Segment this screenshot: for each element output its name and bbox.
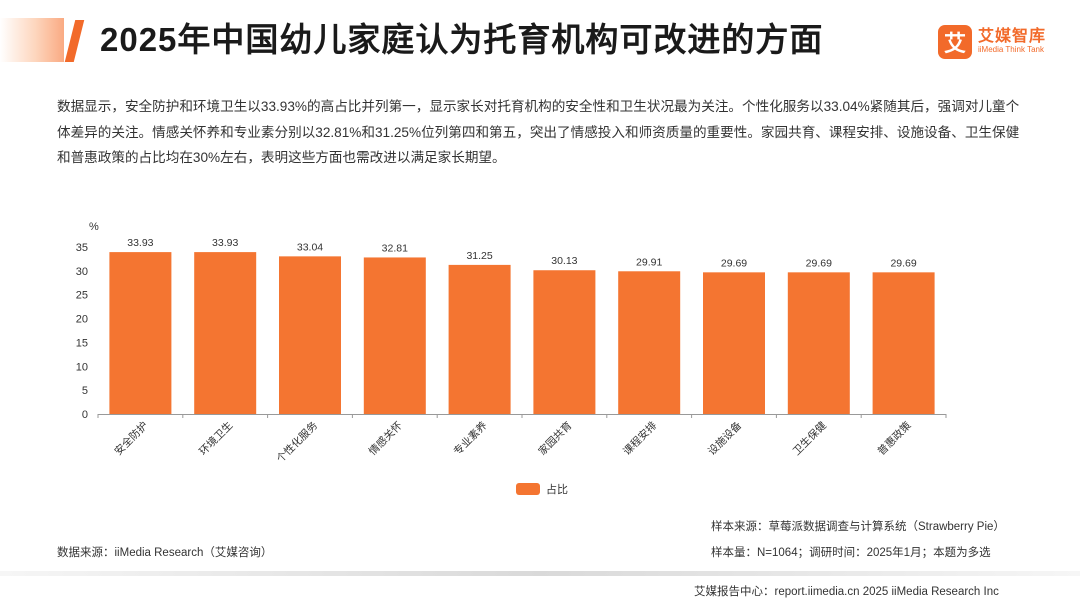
bar <box>194 252 257 414</box>
x-tick-label: 家园共育 <box>536 419 575 458</box>
bar <box>533 270 596 414</box>
data-label: 33.93 <box>127 237 153 249</box>
x-tick-label: 卫生保健 <box>790 419 829 458</box>
sample-size: 样本量：N=1064；调研时间：2025年1月；本题为多选 <box>711 547 991 559</box>
data-label: 30.13 <box>551 255 577 267</box>
x-tick-label: 普惠政策 <box>875 419 914 458</box>
y-tick-label: 15 <box>76 337 88 349</box>
x-tick-label: 安全防护 <box>112 419 151 458</box>
page-title: 2025年中国幼儿家庭认为托育机构可改进的方面 <box>100 21 824 58</box>
bar <box>872 272 935 414</box>
data-label: 31.25 <box>466 250 492 262</box>
y-tick-label: 0 <box>82 409 88 421</box>
data-label: 29.91 <box>636 256 662 268</box>
x-tick-label: 设施设备 <box>705 419 744 458</box>
y-tick-label: 20 <box>76 314 88 326</box>
bar <box>109 252 172 414</box>
bar <box>279 256 341 414</box>
y-tick-label: 10 <box>76 361 88 373</box>
brand-text: 艾媒智库 iiMedia Think Tank <box>978 28 1047 55</box>
x-tick-label: 专业素养 <box>451 419 490 458</box>
data-label: 33.04 <box>297 241 323 253</box>
chart-legend: 占比 <box>516 481 568 497</box>
title-decoration-gradient <box>0 18 64 62</box>
data-label: 29.69 <box>806 257 832 269</box>
data-label: 33.93 <box>212 237 238 249</box>
y-tick-label: 25 <box>76 290 88 302</box>
y-tick-label: 30 <box>76 266 88 278</box>
y-tick-label: 5 <box>82 385 88 397</box>
data-source: 数据来源：iiMedia Research（艾媒咨询） <box>57 547 273 559</box>
brand-logo-group: 艾 艾媒智库 iiMedia Think Tank <box>938 22 1046 62</box>
y-axis-unit-label: % <box>89 221 99 233</box>
footer-divider <box>0 571 1080 576</box>
bar <box>703 272 765 414</box>
title-decoration-slash <box>64 20 85 62</box>
x-tick-label: 课程安排 <box>620 419 659 458</box>
summary-text: 数据显示，安全防护和环境卫生以33.93%的高占比并列第一，显示家长对托育机构的… <box>57 99 1020 165</box>
brand-name: 艾媒智库 <box>978 28 1047 46</box>
y-tick-label: 35 <box>76 242 88 254</box>
data-label: 32.81 <box>382 242 408 254</box>
legend-label: 占比 <box>546 484 568 496</box>
brand-name-en: iiMedia Think Tank <box>978 45 1044 55</box>
x-tick-label: 情感关怀 <box>366 419 405 458</box>
footer-text: 艾媒报告中心：report.iimedia.cn 2025 iiMedia Re… <box>694 586 999 598</box>
data-label: 29.69 <box>721 257 747 269</box>
sample-source: 样本来源：草莓派数据调查与计算系统（Strawberry Pie） <box>711 521 1005 533</box>
data-label: 29.69 <box>890 257 916 269</box>
bar <box>363 257 426 414</box>
bar <box>618 271 681 414</box>
x-tick-label: 环境卫生 <box>196 419 235 458</box>
bar-chart: % 0 5 10 15 20 25 30 35 33.93 安全防护 33.93 环境卫生 33.04 个性… <box>76 221 947 466</box>
x-tick-label: 个性化服务 <box>274 419 321 466</box>
brand-logo-icon: 艾 <box>938 25 972 59</box>
bar <box>448 264 511 414</box>
bar <box>787 272 850 414</box>
legend-swatch <box>516 483 540 495</box>
